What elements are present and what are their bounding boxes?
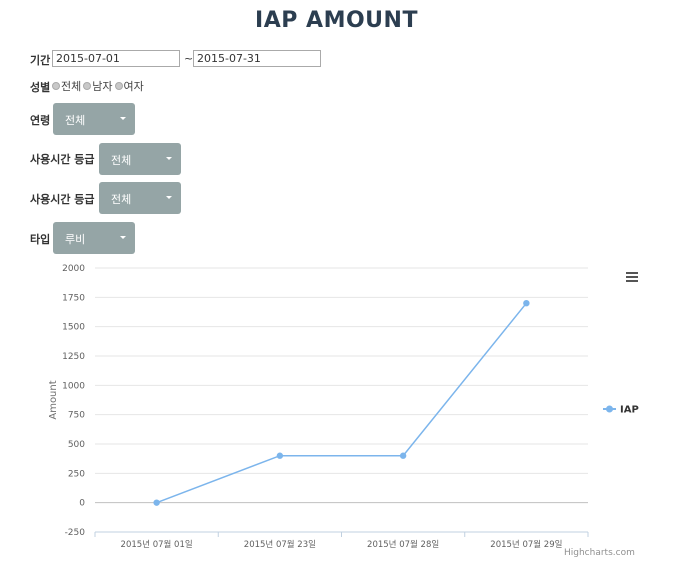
- age-label: 연령: [30, 114, 51, 127]
- x-tick-label: 2015년 07월 28일: [367, 539, 439, 550]
- y-tick-label: 2000: [62, 264, 85, 274]
- y-tick-label: 1000: [62, 381, 85, 391]
- data-point: [153, 499, 160, 506]
- date-separator: ~: [184, 52, 194, 65]
- y-tick-label: 1500: [62, 323, 85, 333]
- gender-option-female[interactable]: 여자: [114, 78, 144, 94]
- y-tick-label: 0: [79, 499, 85, 509]
- data-point: [523, 300, 530, 307]
- y-tick-label: 1250: [62, 352, 85, 362]
- chart-menu-icon[interactable]: [626, 272, 638, 283]
- radio-button[interactable]: [114, 82, 123, 90]
- y-tick-label: 1750: [62, 293, 85, 303]
- radio-label: 남자: [92, 80, 113, 93]
- data-point: [399, 452, 407, 459]
- radio-label: 전체: [61, 80, 82, 93]
- type-dropdown-value: 루비: [65, 233, 86, 246]
- radio-label: 여자: [123, 80, 144, 93]
- usage-grade-dropdown-2-value: 전체: [111, 193, 132, 206]
- radio-button[interactable]: [52, 82, 60, 90]
- usage-grade-dropdown[interactable]: 전체: [99, 143, 181, 175]
- legend-item-label[interactable]: IAP: [620, 405, 639, 416]
- x-tick-label: 2015년 07월 01일: [121, 539, 193, 550]
- chevron-down-icon: [166, 196, 172, 199]
- highcharts-credits[interactable]: Highcharts.com: [564, 548, 635, 558]
- usage-grade-dropdown-2[interactable]: 전체: [99, 182, 181, 214]
- y-tick-label: 250: [68, 469, 85, 479]
- type-label: 타입: [30, 233, 51, 246]
- age-dropdown[interactable]: 전체: [53, 103, 135, 135]
- type-dropdown[interactable]: 루비: [53, 222, 135, 254]
- gender-option-male[interactable]: 남자: [83, 78, 113, 94]
- age-dropdown-value: 전체: [65, 114, 86, 127]
- chevron-down-icon: [166, 157, 172, 160]
- usage-grade-label: 사용시간 등급: [30, 153, 95, 166]
- y-tick-label: -250: [65, 528, 86, 538]
- y-tick-label: 500: [68, 440, 85, 450]
- data-point: [276, 452, 284, 459]
- x-tick-label: 2015년 07월 23일: [244, 539, 316, 550]
- chevron-down-icon: [120, 117, 126, 120]
- gender-option-all[interactable]: 전체: [52, 78, 81, 94]
- radio-button[interactable]: [83, 82, 92, 90]
- gender-radio-group: 전체 남자 여자: [52, 78, 146, 94]
- date-from-input[interactable]: [52, 50, 180, 67]
- date-to-input[interactable]: [193, 50, 321, 67]
- usage-grade-dropdown-value: 전체: [111, 154, 132, 167]
- usage-grade-label-2: 사용시간 등급: [30, 193, 95, 206]
- period-label: 기간: [30, 54, 51, 67]
- y-tick-label: 750: [68, 411, 85, 421]
- page-title: IAP AMOUNT: [255, 8, 418, 33]
- chevron-down-icon: [120, 236, 126, 239]
- gender-label: 성별: [30, 81, 51, 94]
- x-tick-label: 2015년 07월 29일: [490, 539, 562, 550]
- y-axis-title: Amount: [48, 380, 59, 419]
- series-line: [156, 302, 527, 504]
- legend-symbol-marker: [606, 405, 613, 413]
